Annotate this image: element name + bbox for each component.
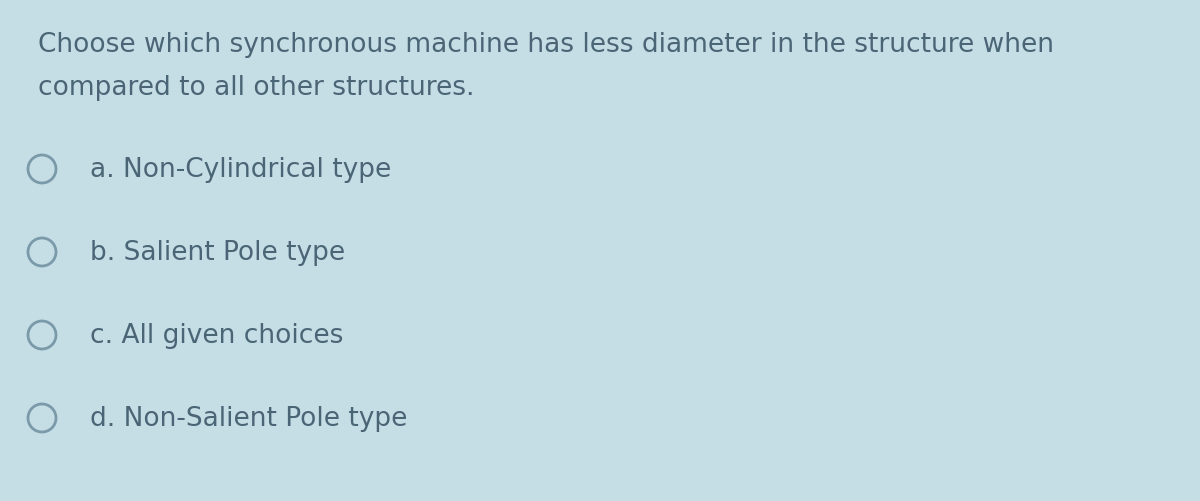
Text: a. Non-Cylindrical type: a. Non-Cylindrical type xyxy=(90,157,391,183)
Text: d. Non-Salient Pole type: d. Non-Salient Pole type xyxy=(90,405,407,431)
Ellipse shape xyxy=(28,404,56,432)
Ellipse shape xyxy=(28,238,56,267)
Text: c. All given choices: c. All given choices xyxy=(90,322,343,348)
Text: Choose which synchronous machine has less diameter in the structure when: Choose which synchronous machine has les… xyxy=(38,32,1054,58)
Text: compared to all other structures.: compared to all other structures. xyxy=(38,75,474,101)
Ellipse shape xyxy=(28,321,56,349)
Ellipse shape xyxy=(28,156,56,184)
Text: b. Salient Pole type: b. Salient Pole type xyxy=(90,239,346,266)
